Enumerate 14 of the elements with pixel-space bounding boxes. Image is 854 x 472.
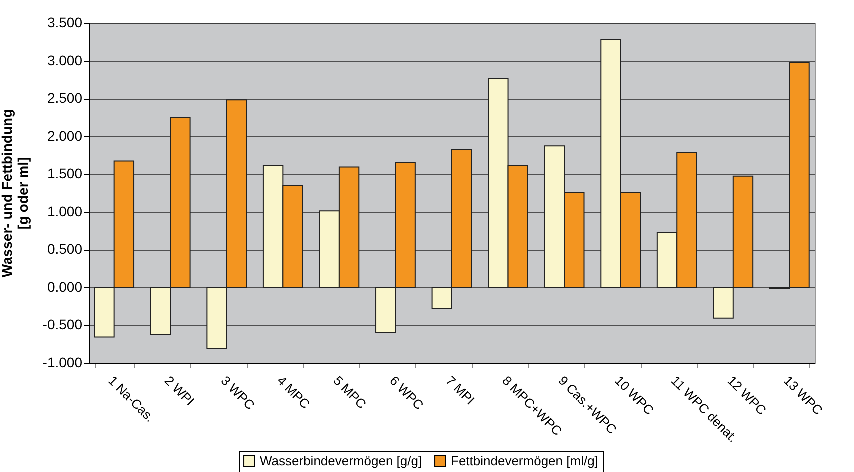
y-tick-label: 2.000 <box>47 128 83 144</box>
y-tick-label: 3.000 <box>47 52 83 68</box>
y-tick-label: 1.500 <box>47 166 83 182</box>
y-tick-label: 2.500 <box>47 90 83 106</box>
legend-label: Fettbindevermögen [ml/g] <box>451 454 598 469</box>
y-tick-label: 0.500 <box>47 241 83 258</box>
y-tick-label: 0.000 <box>47 278 83 295</box>
y-axis-title: Wasser- und Fettbindung [g oder ml] <box>0 109 31 278</box>
y-tick-label: 3.500 <box>47 14 83 30</box>
legend-label: Wasserbindevermögen [g/g] <box>260 454 422 469</box>
x-tick-label: 7 MPI <box>443 373 478 408</box>
y-tick-label: -0.500 <box>42 316 83 333</box>
y-tick-label: -1.000 <box>42 354 83 370</box>
y-tick-label: 1.000 <box>47 203 83 220</box>
